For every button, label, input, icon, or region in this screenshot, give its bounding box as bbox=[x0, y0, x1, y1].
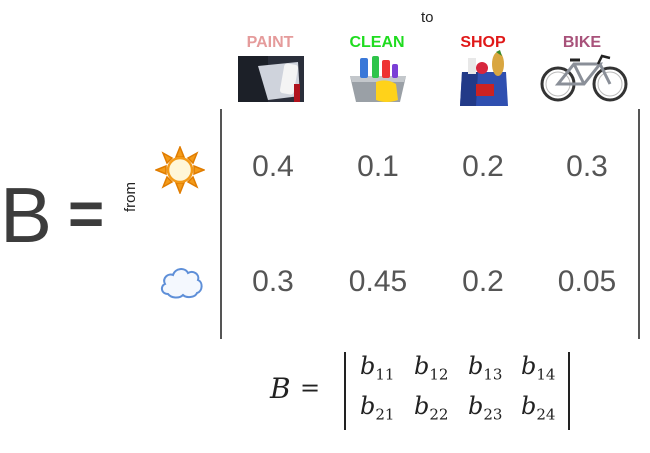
matrix-right-bar bbox=[638, 109, 640, 339]
column-title-shop: SHOP bbox=[460, 34, 506, 51]
cell-cloud-shop: 0.2 bbox=[462, 265, 504, 298]
cleaning-bucket-icon bbox=[350, 56, 406, 102]
formula-element-13: b13 bbox=[468, 352, 503, 384]
cell-cloud-bike: 0.05 bbox=[557, 265, 617, 298]
from-label: from bbox=[122, 182, 139, 212]
formula-left-bar bbox=[344, 352, 346, 430]
cell-sun-paint: 0.4 bbox=[252, 150, 294, 183]
cell-cloud-paint: 0.3 bbox=[252, 265, 294, 298]
column-title-bike: BIKE bbox=[562, 34, 602, 51]
formula-element-22: b22 bbox=[414, 392, 449, 424]
cloud-icon bbox=[160, 268, 203, 299]
bicycle-icon bbox=[540, 54, 628, 102]
formula-element-12: b12 bbox=[414, 352, 449, 384]
cell-sun-shop: 0.2 bbox=[462, 150, 504, 183]
cell-cloud-clean: 0.45 bbox=[348, 265, 408, 298]
formula-element-23: b23 bbox=[468, 392, 503, 424]
formula-equals: = bbox=[300, 374, 321, 402]
formula-element-21: b21 bbox=[360, 392, 395, 424]
column-title-paint: PAINT bbox=[246, 34, 294, 51]
formula-element-24: b24 bbox=[521, 392, 556, 424]
equals-sign: = bbox=[68, 180, 105, 249]
matrix-left-bar bbox=[220, 109, 222, 339]
sun-icon bbox=[155, 146, 205, 194]
paint-roller-icon bbox=[238, 56, 304, 102]
formula-element-11: b11 bbox=[360, 352, 395, 384]
matrix-symbol: B bbox=[0, 171, 53, 259]
formula-right-bar bbox=[568, 352, 570, 430]
formula-symbol: B bbox=[270, 372, 291, 405]
formula-element-14: b14 bbox=[521, 352, 556, 384]
shopping-bag-icon bbox=[460, 50, 508, 106]
cell-sun-clean: 0.1 bbox=[357, 150, 399, 183]
column-title-clean: CLEAN bbox=[349, 34, 405, 51]
cell-sun-bike: 0.3 bbox=[566, 150, 608, 183]
to-label: to bbox=[421, 9, 434, 26]
